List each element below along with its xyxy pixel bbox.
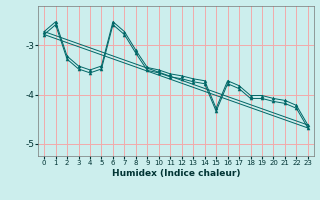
X-axis label: Humidex (Indice chaleur): Humidex (Indice chaleur) (112, 169, 240, 178)
